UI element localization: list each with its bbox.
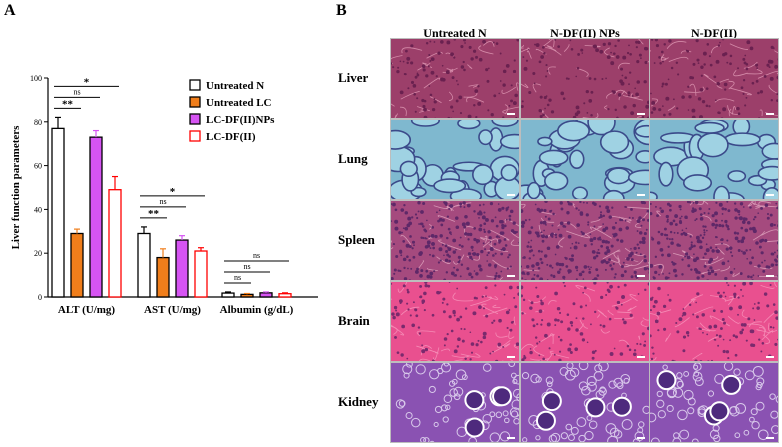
histology-image	[520, 281, 650, 362]
scale-bar	[766, 194, 774, 196]
column-header: N-DF(II)	[691, 26, 737, 40]
tissue-texture	[391, 120, 519, 199]
y-tick-label: 20	[34, 249, 42, 258]
histology-image	[520, 200, 650, 281]
bar	[137, 232, 151, 298]
tissue-texture	[650, 363, 778, 442]
bar	[259, 292, 273, 298]
legend-swatch	[189, 96, 201, 108]
tissue-texture	[395, 363, 519, 442]
scale-bar	[766, 356, 774, 358]
tissue-texture	[391, 39, 519, 118]
significance-label: ns	[73, 87, 80, 96]
scale-bar	[766, 437, 774, 439]
bar	[240, 293, 254, 298]
histology-image	[520, 38, 650, 119]
scale-bar	[507, 356, 515, 358]
bar	[194, 250, 208, 298]
tissue-texture	[521, 201, 649, 280]
scale-bar	[766, 113, 774, 115]
scale-bar	[507, 437, 515, 439]
bar	[278, 293, 292, 298]
row-label: Spleen	[338, 231, 375, 247]
tissue-texture	[391, 282, 519, 361]
y-tick-label: 80	[34, 118, 42, 127]
bar-chart: 0 20 40 60 80 100 Liver function parameters ALT…	[10, 74, 318, 316]
significance-label: *	[170, 186, 176, 198]
column-header: Untreated N	[423, 26, 487, 40]
histology-image	[520, 362, 650, 443]
histology-image	[390, 119, 520, 200]
significance-label: **	[148, 208, 160, 220]
histology-image	[649, 362, 779, 443]
bar	[89, 136, 103, 298]
tissue-texture	[521, 120, 649, 199]
histology-image	[390, 362, 520, 443]
x-category-label: AST (U/mg)	[144, 304, 201, 316]
scale-bar	[507, 113, 515, 115]
legend-swatch	[189, 113, 201, 125]
panel-b-letter: B	[336, 2, 347, 19]
histology-image	[649, 38, 779, 119]
y-tick-label: 100	[30, 74, 42, 83]
y-tick-label: 0	[38, 293, 42, 302]
scale-bar	[766, 275, 774, 277]
bar	[221, 292, 235, 298]
significance-label: ns	[243, 262, 250, 271]
histology-image	[520, 119, 650, 200]
tissue-texture	[650, 120, 778, 199]
legend-label: LC-DF(II)	[206, 131, 256, 143]
histology-image	[390, 200, 520, 281]
legend-label: Untreated LC	[206, 97, 272, 109]
row-label: Brain	[338, 312, 370, 328]
bar	[175, 239, 189, 298]
legend-label: LC-DF(II)NPs	[206, 114, 275, 126]
x-category-label: Albumin (g/dL)	[220, 304, 294, 316]
scale-bar	[637, 113, 645, 115]
y-tick-label: 60	[34, 162, 42, 171]
row-label: Liver	[338, 69, 369, 85]
legend-swatch	[189, 79, 201, 91]
panel-a-letter: A	[4, 2, 16, 19]
tissue-texture	[521, 39, 649, 118]
y-axis-label: Liver function parameters	[10, 125, 22, 250]
significance-label: **	[62, 98, 74, 110]
bar	[108, 189, 122, 298]
histology-image	[649, 281, 779, 362]
tissue-texture	[650, 282, 778, 361]
significance-label: ns	[234, 273, 241, 282]
tissue-texture	[650, 201, 778, 280]
significance-label: ns	[159, 197, 166, 206]
tissue-texture	[521, 282, 649, 361]
y-tick-label: 40	[34, 205, 42, 214]
legend-swatch	[189, 130, 201, 142]
scale-bar	[637, 275, 645, 277]
scale-bar	[507, 194, 515, 196]
histology-image	[649, 200, 779, 281]
tissue-texture	[391, 201, 519, 280]
scale-bar	[637, 437, 645, 439]
significance-label: ns	[253, 251, 260, 260]
bar	[51, 127, 65, 298]
histology-image	[390, 38, 520, 119]
significance-label: *	[84, 76, 90, 88]
x-category-label: ALT (U/mg)	[58, 304, 115, 316]
row-label: Lung	[338, 150, 368, 166]
bar	[156, 256, 170, 298]
histology-image	[649, 119, 779, 200]
histology-image	[390, 281, 520, 362]
scale-bar	[637, 356, 645, 358]
bar	[70, 232, 84, 298]
scale-bar	[507, 275, 515, 277]
row-label: Kidney	[338, 393, 379, 409]
scale-bar	[637, 194, 645, 196]
column-header: N-DF(II) NPs	[550, 26, 620, 40]
legend-label: Untreated N	[206, 80, 264, 92]
tissue-texture	[650, 39, 778, 118]
tissue-texture	[521, 363, 649, 442]
